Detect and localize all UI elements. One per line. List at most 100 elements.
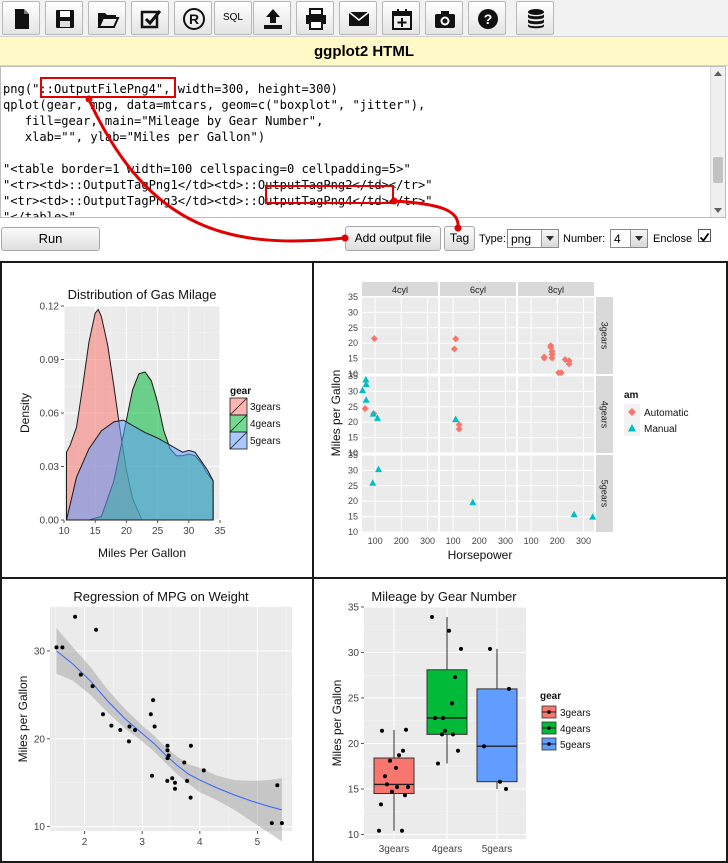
camera-button[interactable] xyxy=(425,1,463,35)
print-button[interactable] xyxy=(296,1,334,35)
y-axis-label: Miles per Gallon xyxy=(330,680,344,767)
legend-label: Manual xyxy=(644,424,677,435)
data-point xyxy=(165,756,170,761)
upload-button[interactable] xyxy=(253,1,291,35)
facet-strip-row xyxy=(596,376,613,453)
add-output-file-button[interactable]: Add output file xyxy=(345,226,441,251)
legend-key-stroke xyxy=(229,414,248,433)
x-tick-label: 30 xyxy=(183,526,195,537)
calendar-add-button[interactable] xyxy=(382,1,420,35)
facet-strip-row xyxy=(596,455,613,532)
code-line: "</table>" xyxy=(3,210,76,218)
data-point xyxy=(151,698,156,703)
help-button[interactable]: ? xyxy=(468,1,506,35)
code-line: fill=gear, main="Mileage by Gear Number"… xyxy=(3,114,324,128)
code-line: qplot(gear, mpg, data=mtcars, geom=c("bo… xyxy=(3,98,426,112)
enclose-label: Enclose xyxy=(653,233,693,245)
data-point-manual xyxy=(362,396,370,403)
x-tick-label: 200 xyxy=(550,536,565,546)
data-point-manual xyxy=(369,479,377,486)
facet-strip-col xyxy=(518,282,594,296)
y-tick-label: 15 xyxy=(348,433,358,443)
legend-label: Automatic xyxy=(644,408,688,419)
data-point xyxy=(78,672,83,677)
scroll-down-arrow-icon[interactable] xyxy=(714,208,722,213)
y-tick-label: 30 xyxy=(348,465,358,475)
data-point-manual xyxy=(452,415,460,423)
x-tick-label: 300 xyxy=(420,536,435,546)
y-tick-label: 25 xyxy=(348,402,358,412)
sql-button[interactable]: SQL xyxy=(214,1,252,35)
data-point xyxy=(170,776,175,781)
new-file-button[interactable] xyxy=(2,1,40,35)
y-tick-label: 15 xyxy=(348,784,360,795)
check-button[interactable] xyxy=(131,1,169,35)
data-point xyxy=(165,748,170,753)
data-point xyxy=(188,795,193,800)
data-point xyxy=(453,675,457,680)
data-point xyxy=(443,728,447,733)
y-tick-label: 30 xyxy=(348,648,360,659)
data-point xyxy=(165,778,170,783)
y-tick-label: 25 xyxy=(348,323,358,333)
data-point xyxy=(395,785,399,790)
run-button[interactable]: Run xyxy=(1,227,100,251)
data-point xyxy=(504,787,508,791)
save-button[interactable] xyxy=(45,1,83,35)
legend-key-stroke xyxy=(229,397,248,416)
data-point-automatic xyxy=(455,421,463,429)
type-select[interactable]: png xyxy=(507,229,559,248)
facet-strip-label: 6cyl xyxy=(470,285,486,295)
enclose-checkbox[interactable] xyxy=(698,229,711,242)
email-icon xyxy=(348,11,370,26)
output-cell-3: 2 3 4 5 10 20 30 Regression of MPG on Weight Mil… xyxy=(0,577,314,863)
data-point-automatic xyxy=(370,335,378,343)
legend-label: 5gears xyxy=(560,740,591,751)
y-tick-label: 0.03 xyxy=(40,462,60,473)
y-tick-label: 35 xyxy=(348,603,360,614)
y-axis-label: Miles per Gallon xyxy=(329,370,343,457)
data-point-manual xyxy=(369,410,377,417)
data-point xyxy=(73,614,78,619)
legend-label: 4gears xyxy=(560,724,591,735)
data-point-manual xyxy=(373,414,381,421)
code-editor[interactable]: png("::OutputFilePng4", width=300, heigh… xyxy=(0,66,726,218)
data-point-automatic xyxy=(557,369,565,377)
email-button[interactable] xyxy=(339,1,377,35)
legend-key-stroke xyxy=(229,431,248,450)
open-button[interactable] xyxy=(88,1,126,35)
confidence-band xyxy=(56,628,282,842)
data-point xyxy=(456,748,460,753)
new-file-icon xyxy=(15,9,29,29)
output-table: 10 15 20 25 30 35 0.00 0.03 0.06 0.09 0.12 Distribu… xyxy=(0,261,728,863)
check-mark-icon xyxy=(699,232,710,242)
scroll-up-arrow-icon[interactable] xyxy=(714,71,722,76)
x-tick-label: 3gears xyxy=(379,844,410,855)
facet-panel xyxy=(440,376,516,453)
data-point xyxy=(165,743,170,748)
data-point xyxy=(94,627,99,632)
regression-chart: 2 3 4 5 10 20 30 Regression of MPG on Weight Mil… xyxy=(16,589,292,848)
y-tick-label: 20 xyxy=(348,496,358,506)
data-point xyxy=(390,789,394,794)
data-point-automatic xyxy=(455,425,463,433)
scroll-thumb[interactable] xyxy=(713,157,723,183)
facet-strip-col xyxy=(440,282,516,296)
legend-symbol xyxy=(628,408,636,416)
data-point xyxy=(148,712,153,717)
r-button[interactable]: R xyxy=(174,1,212,35)
x-tick-label: 5gears xyxy=(482,844,513,855)
number-select[interactable]: 4 xyxy=(610,229,648,248)
facet-panel xyxy=(362,455,438,532)
data-point xyxy=(173,786,177,791)
data-point xyxy=(380,728,384,733)
database-button[interactable] xyxy=(516,1,554,35)
editor-scrollbar[interactable] xyxy=(710,67,725,217)
svg-text:R: R xyxy=(189,11,199,27)
tag-button[interactable]: Tag xyxy=(444,226,475,251)
facet-strip-label: 4cyl xyxy=(392,285,408,295)
y-tick-label: 35 xyxy=(348,450,358,460)
code-line: png("::OutputFilePng4", width=300, heigh… xyxy=(3,82,338,96)
facet-strip-label: 3gears xyxy=(600,322,610,350)
y-tick-label: 20 xyxy=(348,739,360,750)
